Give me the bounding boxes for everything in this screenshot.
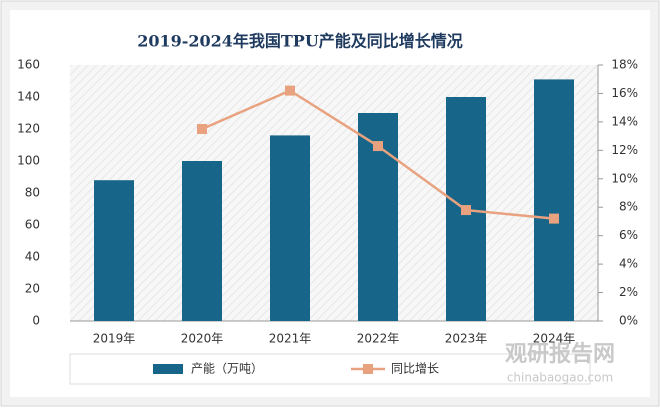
y2-tick-label: 18% bbox=[611, 58, 638, 72]
watermark-url: chinabaogao.com bbox=[507, 371, 613, 385]
y2-tick-label: 2% bbox=[619, 285, 638, 299]
y-tick-label: 120 bbox=[17, 122, 40, 136]
line-marker bbox=[549, 213, 559, 224]
bar bbox=[270, 135, 310, 321]
watermark-name: 观研报告网 bbox=[505, 342, 615, 367]
x-tick-label: 2024年 bbox=[533, 332, 576, 346]
x-tick-label: 2020年 bbox=[181, 332, 224, 346]
bar bbox=[182, 161, 222, 321]
x-tick-label: 2019年 bbox=[93, 332, 136, 346]
y-tick-label: 0 bbox=[32, 314, 40, 328]
bar bbox=[534, 79, 574, 322]
y-tick-label: 80 bbox=[25, 186, 40, 200]
y-tick-label: 20 bbox=[25, 282, 40, 296]
legend-label: 产能（万吨） bbox=[191, 362, 263, 376]
y2-tick-label: 10% bbox=[611, 171, 638, 185]
legend-label: 同比增长 bbox=[391, 362, 439, 376]
line-marker bbox=[285, 85, 295, 96]
y2-tick-label: 6% bbox=[619, 228, 638, 242]
line-marker bbox=[461, 205, 471, 216]
x-tick-label: 2021年 bbox=[269, 332, 312, 346]
x-tick-label: 2022年 bbox=[357, 332, 400, 346]
legend-swatch bbox=[363, 364, 373, 374]
x-tick-label: 2023年 bbox=[445, 332, 488, 346]
y2-tick-label: 14% bbox=[611, 114, 638, 128]
y2-tick-label: 0% bbox=[619, 314, 638, 328]
chart-title: 2019-2024年我国TPU产能及同比增长情况 bbox=[137, 32, 463, 51]
y2-tick-label: 16% bbox=[611, 86, 638, 100]
y-tick-label: 40 bbox=[25, 250, 40, 264]
y-tick-label: 160 bbox=[17, 58, 40, 72]
line-marker bbox=[197, 124, 207, 134]
line-marker bbox=[373, 141, 383, 152]
plot-area bbox=[70, 65, 598, 321]
bar bbox=[94, 180, 134, 321]
y-tick-label: 100 bbox=[17, 154, 40, 168]
y-tick-label: 60 bbox=[25, 218, 40, 232]
y2-tick-label: 8% bbox=[619, 200, 638, 214]
y2-tick-label: 12% bbox=[611, 143, 638, 157]
y-tick-label: 140 bbox=[17, 90, 40, 104]
legend-swatch bbox=[153, 364, 183, 374]
y2-tick-label: 4% bbox=[619, 257, 638, 271]
